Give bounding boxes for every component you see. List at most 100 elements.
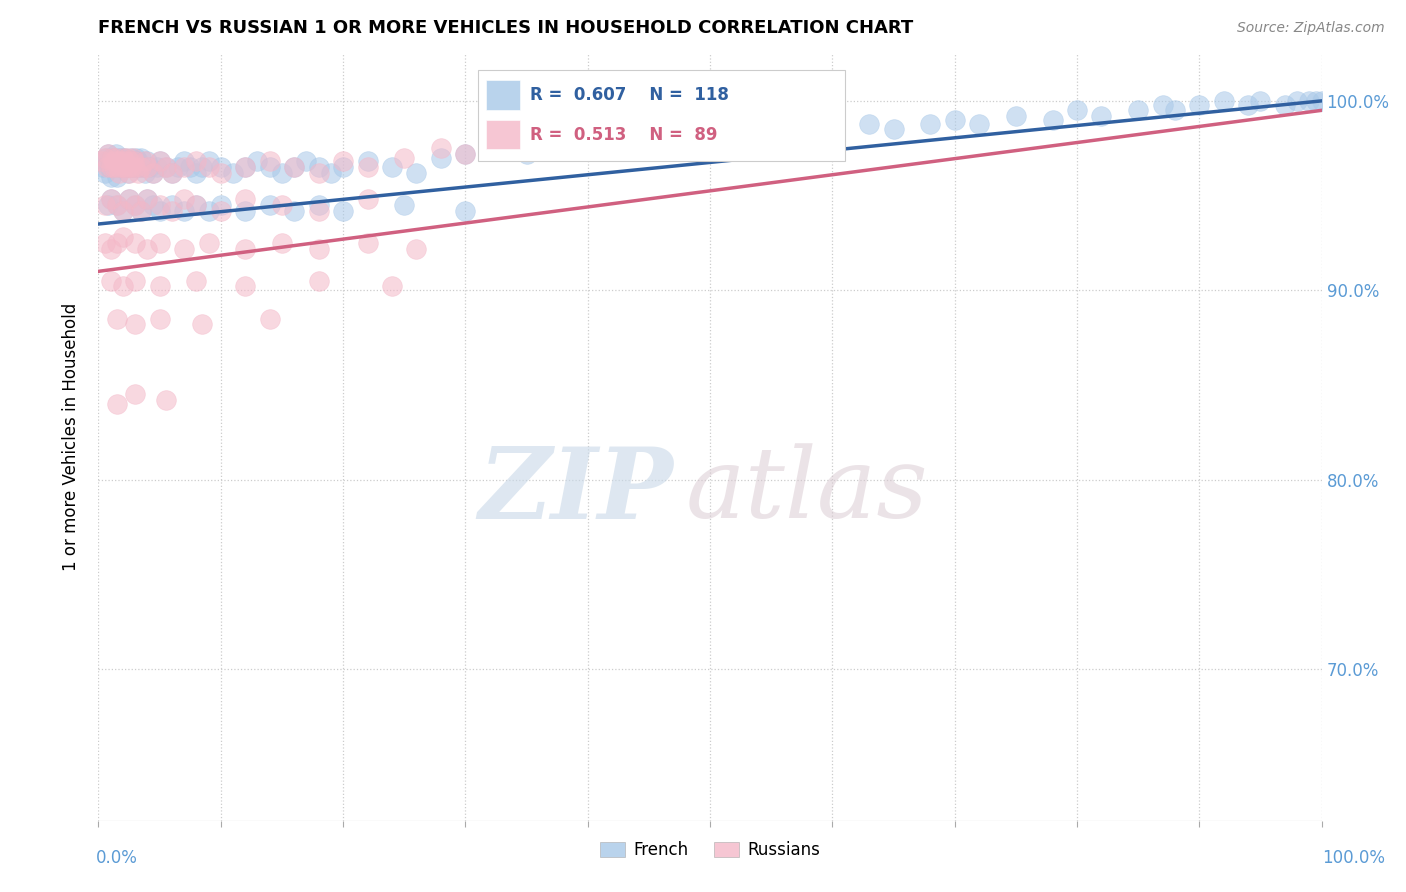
Point: [136, 154, 159, 169]
Point: [121, 160, 143, 174]
Point: [155, 393, 177, 408]
Text: R =  0.513    N =  89: R = 0.513 N = 89: [530, 126, 717, 144]
Point: [149, 154, 172, 169]
Point: [1212, 94, 1234, 108]
Text: R =  0.607    N =  118: R = 0.607 N = 118: [530, 86, 730, 104]
Point: [173, 193, 195, 207]
Point: [186, 274, 208, 288]
Point: [430, 151, 453, 165]
Point: [111, 279, 134, 293]
Point: [105, 397, 128, 411]
Point: [122, 154, 145, 169]
Point: [96, 160, 118, 174]
Point: [392, 151, 416, 165]
Point: [308, 274, 330, 288]
Point: [197, 160, 219, 174]
Point: [149, 198, 172, 212]
Point: [308, 242, 330, 256]
Point: [124, 235, 146, 250]
Point: [129, 203, 152, 218]
Point: [173, 154, 195, 169]
Point: [967, 117, 990, 131]
Point: [101, 154, 124, 169]
Point: [111, 151, 134, 165]
Point: [104, 151, 127, 165]
Point: [308, 160, 330, 174]
Point: [553, 141, 575, 155]
Point: [167, 160, 190, 174]
Point: [723, 132, 745, 146]
Point: [122, 154, 145, 169]
Point: [1286, 94, 1309, 108]
Point: [111, 160, 134, 174]
Point: [129, 203, 152, 218]
Point: [356, 154, 378, 169]
Point: [1090, 109, 1112, 123]
Point: [381, 160, 404, 174]
Point: [308, 166, 330, 180]
FancyBboxPatch shape: [486, 120, 520, 150]
Point: [112, 154, 135, 169]
Point: [149, 203, 172, 218]
Point: [124, 318, 146, 332]
Point: [209, 203, 232, 218]
Point: [127, 166, 149, 180]
Point: [209, 166, 232, 180]
Point: [114, 151, 136, 165]
Point: [111, 230, 134, 244]
Point: [233, 193, 256, 207]
Point: [1305, 94, 1327, 108]
Point: [97, 147, 120, 161]
Point: [105, 169, 128, 184]
Point: [356, 235, 378, 250]
Point: [118, 154, 141, 169]
Point: [134, 154, 156, 169]
Point: [100, 193, 122, 207]
Point: [104, 147, 127, 161]
Point: [191, 318, 214, 332]
Point: [134, 166, 156, 180]
Point: [405, 166, 427, 180]
Point: [173, 242, 195, 256]
Point: [308, 198, 330, 212]
Point: [96, 154, 118, 169]
Point: [114, 154, 136, 169]
Point: [120, 160, 142, 174]
Point: [128, 160, 150, 174]
Point: [491, 141, 513, 155]
Point: [124, 198, 146, 212]
Point: [117, 166, 139, 180]
Point: [139, 160, 162, 174]
FancyBboxPatch shape: [478, 70, 845, 161]
Point: [1310, 94, 1333, 108]
Point: [576, 136, 599, 150]
Point: [101, 151, 124, 165]
Point: [858, 117, 880, 131]
Point: [295, 154, 318, 169]
Point: [186, 198, 208, 212]
Point: [160, 198, 183, 212]
Point: [1152, 97, 1174, 112]
Point: [155, 160, 177, 174]
Point: [332, 203, 354, 218]
Point: [1188, 97, 1211, 112]
Point: [332, 154, 354, 169]
Point: [454, 147, 477, 161]
Point: [136, 193, 159, 207]
Point: [110, 154, 132, 169]
Point: [136, 193, 159, 207]
Point: [356, 160, 378, 174]
Point: [209, 198, 232, 212]
Point: [101, 154, 124, 169]
Point: [118, 193, 141, 207]
Point: [120, 151, 142, 165]
Point: [197, 154, 219, 169]
Point: [115, 151, 138, 165]
Point: [173, 160, 195, 174]
Point: [101, 151, 124, 165]
Point: [179, 160, 201, 174]
Text: Source: ZipAtlas.com: Source: ZipAtlas.com: [1237, 21, 1385, 35]
Point: [91, 160, 114, 174]
Legend: French, Russians: French, Russians: [593, 835, 827, 866]
Point: [105, 198, 128, 212]
